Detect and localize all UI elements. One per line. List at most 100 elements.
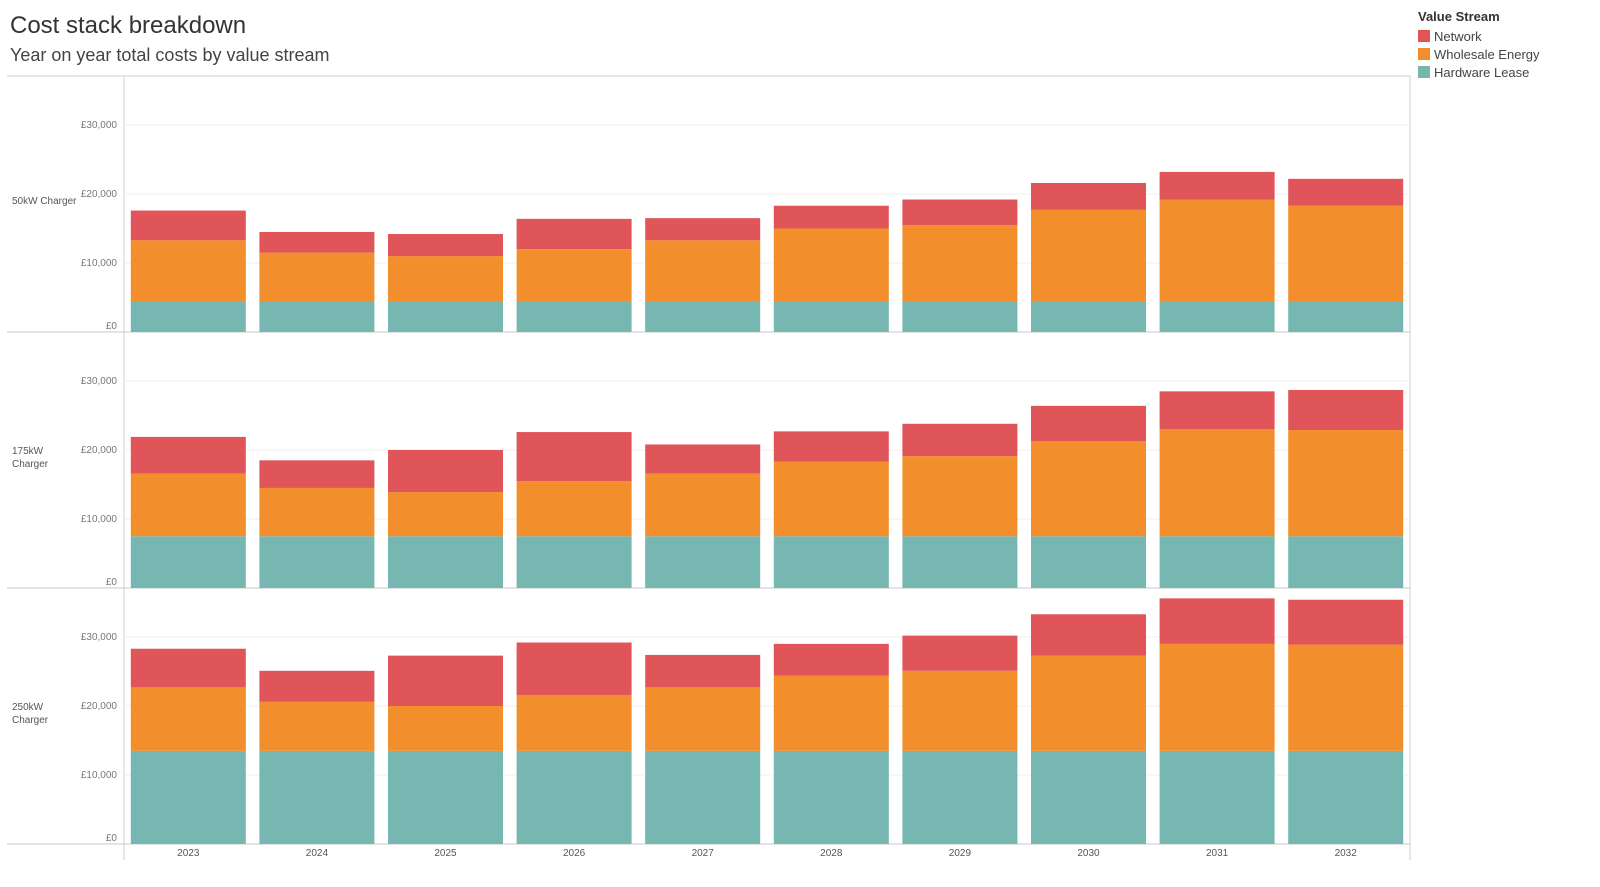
bar-network-2028-panel-2 bbox=[773, 431, 889, 462]
bar-network-2027-panel-3 bbox=[645, 654, 761, 688]
bar-hardware-lease-2031-panel-3 bbox=[1159, 750, 1275, 844]
bar-wholesale-energy-2029-panel-1 bbox=[902, 225, 1018, 301]
bar-network-2029-panel-2 bbox=[902, 423, 1018, 457]
bar-hardware-lease-2023-panel-1 bbox=[130, 300, 246, 332]
bar-hardware-lease-2030-panel-3 bbox=[1031, 750, 1146, 844]
bar-hardware-lease-2026-panel-2 bbox=[516, 536, 632, 588]
bar-wholesale-energy-2030-panel-3 bbox=[1031, 655, 1146, 751]
x-tick-label-2031: 2031 bbox=[1206, 848, 1229, 859]
panel-2-y-tick-label: £20,000 bbox=[81, 445, 118, 456]
panel-1-y-tick-label: £30,000 bbox=[81, 120, 118, 131]
bar-wholesale-energy-2032-panel-2 bbox=[1288, 429, 1404, 537]
legend-item-network[interactable]: Network bbox=[1418, 27, 1540, 45]
x-tick-label-2026: 2026 bbox=[563, 848, 586, 859]
bar-network-2028-panel-3 bbox=[773, 643, 889, 676]
bar-wholesale-energy-2026-panel-2 bbox=[516, 481, 632, 537]
bar-wholesale-energy-2026-panel-3 bbox=[516, 694, 632, 751]
panel-3-row-label: 250kW Charger bbox=[12, 702, 49, 726]
bar-hardware-lease-2024-panel-2 bbox=[259, 536, 375, 588]
bar-hardware-lease-2026-panel-1 bbox=[516, 300, 632, 332]
bar-network-2027-panel-1 bbox=[645, 218, 761, 241]
bar-hardware-lease-2030-panel-1 bbox=[1031, 300, 1146, 332]
x-tick-label-2024: 2024 bbox=[306, 848, 329, 859]
bar-network-2032-panel-1 bbox=[1288, 178, 1404, 206]
bar-wholesale-energy-2025-panel-2 bbox=[388, 492, 503, 537]
bar-hardware-lease-2025-panel-2 bbox=[388, 536, 503, 588]
bar-network-2026-panel-1 bbox=[516, 218, 632, 250]
bar-hardware-lease-2026-panel-3 bbox=[516, 750, 632, 844]
panel-2-y-tick-label: £0 bbox=[106, 577, 118, 588]
bar-network-2025-panel-3 bbox=[388, 655, 503, 706]
bar-wholesale-energy-2032-panel-1 bbox=[1288, 205, 1404, 301]
bar-network-2030-panel-2 bbox=[1031, 405, 1146, 442]
bar-wholesale-energy-2024-panel-3 bbox=[259, 701, 375, 751]
bar-network-2025-panel-2 bbox=[388, 450, 503, 493]
bar-network-2024-panel-2 bbox=[259, 460, 375, 488]
panel-1-y-tick-label: £0 bbox=[106, 321, 118, 332]
x-tick-label-2028: 2028 bbox=[820, 848, 843, 859]
bar-network-2023-panel-3 bbox=[130, 648, 246, 688]
bar-hardware-lease-2029-panel-2 bbox=[902, 536, 1018, 588]
panel-2-y-tick-label: £30,000 bbox=[81, 376, 118, 387]
bar-hardware-lease-2027-panel-2 bbox=[645, 536, 761, 588]
bar-hardware-lease-2024-panel-3 bbox=[259, 750, 375, 844]
bar-hardware-lease-2023-panel-3 bbox=[130, 750, 246, 844]
bar-wholesale-energy-2025-panel-3 bbox=[388, 706, 503, 751]
legend-swatch-network bbox=[1418, 30, 1430, 42]
bar-network-2029-panel-3 bbox=[902, 635, 1018, 671]
bar-network-2031-panel-2 bbox=[1159, 391, 1275, 430]
bar-hardware-lease-2031-panel-2 bbox=[1159, 536, 1275, 588]
x-tick-label-2023: 2023 bbox=[177, 848, 200, 859]
panel-2-y-tick-label: £10,000 bbox=[81, 514, 118, 525]
panel-3-y-tick-label: £20,000 bbox=[81, 701, 118, 712]
bar-hardware-lease-2029-panel-1 bbox=[902, 300, 1018, 332]
bar-hardware-lease-2031-panel-1 bbox=[1159, 300, 1275, 332]
legend-item-wholesale-energy[interactable]: Wholesale Energy bbox=[1418, 45, 1540, 63]
bar-network-2030-panel-3 bbox=[1031, 614, 1146, 656]
bar-network-2025-panel-1 bbox=[388, 234, 503, 257]
legend-title: Value Stream bbox=[1418, 9, 1500, 24]
bar-network-2023-panel-1 bbox=[130, 210, 246, 241]
bar-wholesale-energy-2023-panel-1 bbox=[130, 240, 246, 301]
panel-3-y-tick-label: £10,000 bbox=[81, 770, 118, 781]
bar-hardware-lease-2028-panel-2 bbox=[773, 536, 889, 588]
bar-network-2030-panel-1 bbox=[1031, 182, 1146, 210]
legend-item-hardware-lease[interactable]: Hardware Lease bbox=[1418, 63, 1540, 81]
bar-network-2031-panel-3 bbox=[1159, 598, 1275, 644]
bar-network-2024-panel-1 bbox=[259, 231, 375, 253]
legend: Value Stream Network Wholesale Energy Ha… bbox=[1418, 9, 1540, 81]
bar-network-2028-panel-1 bbox=[773, 205, 889, 229]
legend-swatch-wholesale-energy bbox=[1418, 48, 1430, 60]
bar-wholesale-energy-2027-panel-2 bbox=[645, 473, 761, 537]
bar-wholesale-energy-2028-panel-2 bbox=[773, 461, 889, 537]
bar-wholesale-energy-2031-panel-3 bbox=[1159, 643, 1275, 751]
chart-title: Cost stack breakdown bbox=[10, 12, 247, 39]
bar-hardware-lease-2023-panel-2 bbox=[130, 536, 246, 588]
x-tick-label-2029: 2029 bbox=[949, 848, 972, 859]
bar-wholesale-energy-2029-panel-3 bbox=[902, 670, 1018, 751]
bar-network-2026-panel-2 bbox=[516, 432, 632, 482]
panel-1-row-label: 50kW Charger bbox=[12, 196, 77, 207]
bar-network-2026-panel-3 bbox=[516, 642, 632, 695]
panel-3-y-tick-label: £0 bbox=[106, 833, 118, 844]
bar-wholesale-energy-2029-panel-2 bbox=[902, 456, 1018, 537]
bar-hardware-lease-2030-panel-2 bbox=[1031, 536, 1146, 588]
legend-label-network: Network bbox=[1434, 28, 1482, 44]
bar-wholesale-energy-2030-panel-1 bbox=[1031, 209, 1146, 301]
bar-hardware-lease-2025-panel-1 bbox=[388, 300, 503, 332]
bar-network-2024-panel-3 bbox=[259, 670, 375, 702]
bar-hardware-lease-2025-panel-3 bbox=[388, 750, 503, 844]
panel-2-row-label: 175kW Charger bbox=[12, 446, 49, 470]
bar-wholesale-energy-2032-panel-3 bbox=[1288, 644, 1404, 751]
bar-wholesale-energy-2028-panel-1 bbox=[773, 228, 889, 301]
bar-network-2031-panel-1 bbox=[1159, 171, 1275, 200]
bar-wholesale-energy-2026-panel-1 bbox=[516, 249, 632, 301]
bar-wholesale-energy-2027-panel-1 bbox=[645, 240, 761, 301]
x-tick-label-2032: 2032 bbox=[1335, 848, 1358, 859]
bar-wholesale-energy-2031-panel-1 bbox=[1159, 199, 1275, 301]
panel-1-y-tick-label: £10,000 bbox=[81, 258, 118, 269]
panel-1-y-tick-label: £20,000 bbox=[81, 189, 118, 200]
bar-hardware-lease-2029-panel-3 bbox=[902, 750, 1018, 844]
bar-hardware-lease-2028-panel-3 bbox=[773, 750, 889, 844]
